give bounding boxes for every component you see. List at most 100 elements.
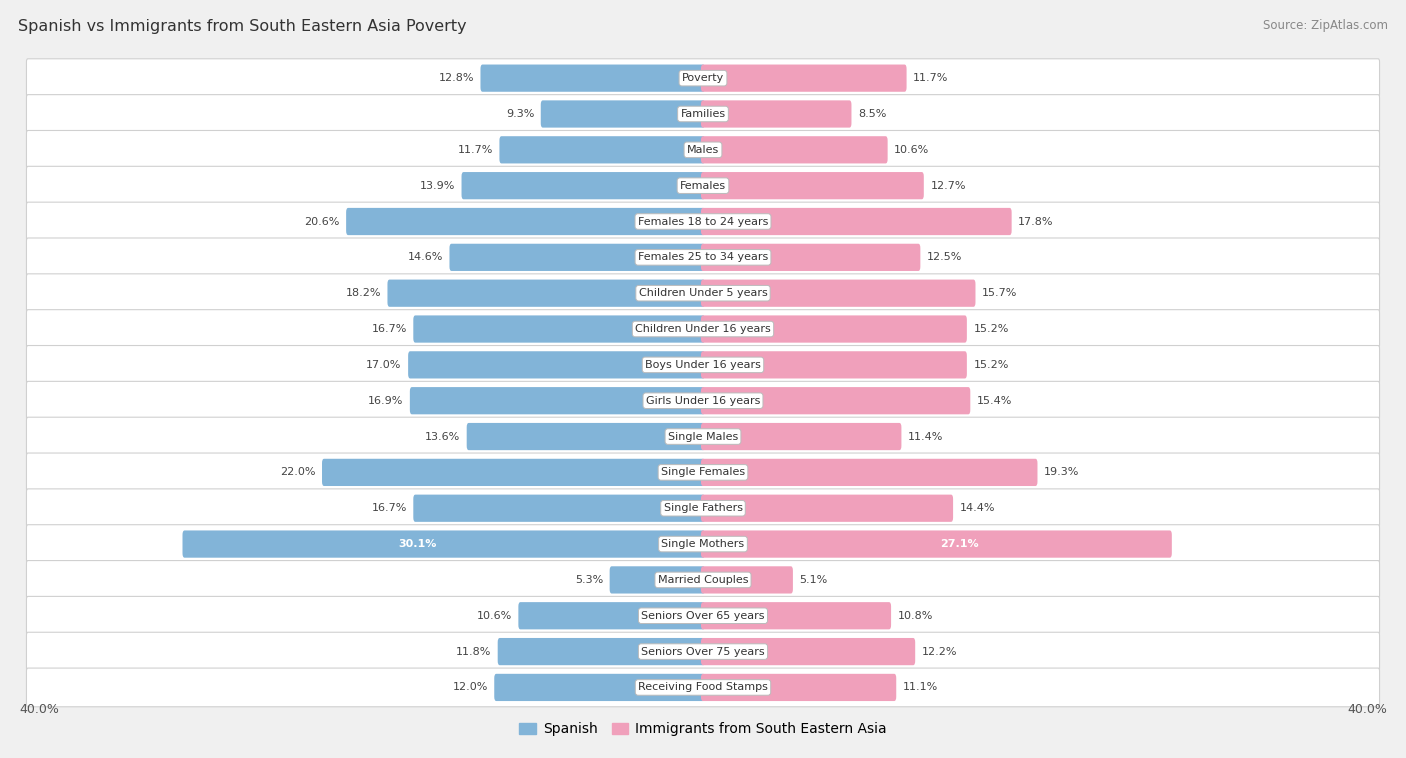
Text: 12.2%: 12.2% <box>922 647 957 656</box>
Text: Males: Males <box>688 145 718 155</box>
FancyBboxPatch shape <box>519 602 704 629</box>
FancyBboxPatch shape <box>408 351 704 378</box>
FancyBboxPatch shape <box>499 136 704 164</box>
FancyBboxPatch shape <box>481 64 704 92</box>
Text: 12.5%: 12.5% <box>927 252 962 262</box>
Text: 14.6%: 14.6% <box>408 252 443 262</box>
FancyBboxPatch shape <box>702 315 967 343</box>
Text: 27.1%: 27.1% <box>941 539 979 549</box>
Text: 18.2%: 18.2% <box>346 288 381 298</box>
FancyBboxPatch shape <box>702 387 970 415</box>
FancyBboxPatch shape <box>702 172 924 199</box>
Text: Source: ZipAtlas.com: Source: ZipAtlas.com <box>1263 19 1388 32</box>
FancyBboxPatch shape <box>27 95 1379 133</box>
Text: 16.7%: 16.7% <box>371 324 406 334</box>
FancyBboxPatch shape <box>702 531 1171 558</box>
Text: 11.4%: 11.4% <box>908 431 943 442</box>
FancyBboxPatch shape <box>27 561 1379 600</box>
FancyBboxPatch shape <box>541 100 704 127</box>
Text: Poverty: Poverty <box>682 74 724 83</box>
FancyBboxPatch shape <box>610 566 704 594</box>
FancyBboxPatch shape <box>27 238 1379 277</box>
Text: Single Females: Single Females <box>661 468 745 478</box>
Text: 12.8%: 12.8% <box>439 74 474 83</box>
Text: 16.9%: 16.9% <box>368 396 404 406</box>
FancyBboxPatch shape <box>183 531 704 558</box>
Text: Families: Families <box>681 109 725 119</box>
FancyBboxPatch shape <box>702 459 1038 486</box>
FancyBboxPatch shape <box>450 244 704 271</box>
FancyBboxPatch shape <box>702 64 907 92</box>
FancyBboxPatch shape <box>27 166 1379 205</box>
Text: 14.4%: 14.4% <box>960 503 995 513</box>
Text: Children Under 16 years: Children Under 16 years <box>636 324 770 334</box>
Text: 15.4%: 15.4% <box>977 396 1012 406</box>
Text: 40.0%: 40.0% <box>1347 703 1386 716</box>
FancyBboxPatch shape <box>411 387 704 415</box>
FancyBboxPatch shape <box>27 489 1379 528</box>
FancyBboxPatch shape <box>702 674 896 701</box>
Text: 13.9%: 13.9% <box>419 180 456 191</box>
Legend: Spanish, Immigrants from South Eastern Asia: Spanish, Immigrants from South Eastern A… <box>513 717 893 742</box>
Text: 13.6%: 13.6% <box>425 431 460 442</box>
Text: 12.7%: 12.7% <box>931 180 966 191</box>
Text: 17.0%: 17.0% <box>366 360 402 370</box>
Text: Receiving Food Stamps: Receiving Food Stamps <box>638 682 768 692</box>
Text: Females 18 to 24 years: Females 18 to 24 years <box>638 217 768 227</box>
FancyBboxPatch shape <box>461 172 704 199</box>
Text: 22.0%: 22.0% <box>280 468 315 478</box>
FancyBboxPatch shape <box>27 597 1379 635</box>
Text: 8.5%: 8.5% <box>858 109 886 119</box>
FancyBboxPatch shape <box>322 459 704 486</box>
Text: 11.7%: 11.7% <box>912 74 949 83</box>
FancyBboxPatch shape <box>702 280 976 307</box>
Text: 40.0%: 40.0% <box>20 703 59 716</box>
Text: Girls Under 16 years: Girls Under 16 years <box>645 396 761 406</box>
Text: Seniors Over 65 years: Seniors Over 65 years <box>641 611 765 621</box>
Text: Spanish vs Immigrants from South Eastern Asia Poverty: Spanish vs Immigrants from South Eastern… <box>18 19 467 34</box>
Text: 12.0%: 12.0% <box>453 682 488 692</box>
FancyBboxPatch shape <box>27 130 1379 169</box>
FancyBboxPatch shape <box>27 668 1379 706</box>
FancyBboxPatch shape <box>27 346 1379 384</box>
Text: 19.3%: 19.3% <box>1045 468 1080 478</box>
FancyBboxPatch shape <box>702 602 891 629</box>
Text: 15.7%: 15.7% <box>981 288 1018 298</box>
FancyBboxPatch shape <box>27 525 1379 563</box>
Text: 5.1%: 5.1% <box>800 575 828 585</box>
FancyBboxPatch shape <box>702 638 915 666</box>
Text: 16.7%: 16.7% <box>371 503 406 513</box>
Text: 30.1%: 30.1% <box>399 539 437 549</box>
Text: 20.6%: 20.6% <box>304 217 340 227</box>
FancyBboxPatch shape <box>702 100 852 127</box>
FancyBboxPatch shape <box>27 202 1379 241</box>
FancyBboxPatch shape <box>27 310 1379 349</box>
FancyBboxPatch shape <box>495 674 704 701</box>
FancyBboxPatch shape <box>702 244 921 271</box>
Text: 11.1%: 11.1% <box>903 682 938 692</box>
Text: 9.3%: 9.3% <box>506 109 534 119</box>
FancyBboxPatch shape <box>702 208 1012 235</box>
FancyBboxPatch shape <box>702 495 953 522</box>
Text: 15.2%: 15.2% <box>973 324 1008 334</box>
Text: 17.8%: 17.8% <box>1018 217 1053 227</box>
Text: Boys Under 16 years: Boys Under 16 years <box>645 360 761 370</box>
Text: 5.3%: 5.3% <box>575 575 603 585</box>
Text: 15.2%: 15.2% <box>973 360 1008 370</box>
FancyBboxPatch shape <box>467 423 704 450</box>
FancyBboxPatch shape <box>346 208 704 235</box>
Text: Single Mothers: Single Mothers <box>661 539 745 549</box>
FancyBboxPatch shape <box>27 453 1379 492</box>
Text: Seniors Over 75 years: Seniors Over 75 years <box>641 647 765 656</box>
Text: Single Males: Single Males <box>668 431 738 442</box>
FancyBboxPatch shape <box>388 280 704 307</box>
FancyBboxPatch shape <box>702 136 887 164</box>
FancyBboxPatch shape <box>27 59 1379 98</box>
FancyBboxPatch shape <box>413 495 704 522</box>
Text: 10.6%: 10.6% <box>894 145 929 155</box>
FancyBboxPatch shape <box>27 632 1379 671</box>
Text: Married Couples: Married Couples <box>658 575 748 585</box>
FancyBboxPatch shape <box>498 638 704 666</box>
Text: Children Under 5 years: Children Under 5 years <box>638 288 768 298</box>
Text: 10.8%: 10.8% <box>897 611 934 621</box>
